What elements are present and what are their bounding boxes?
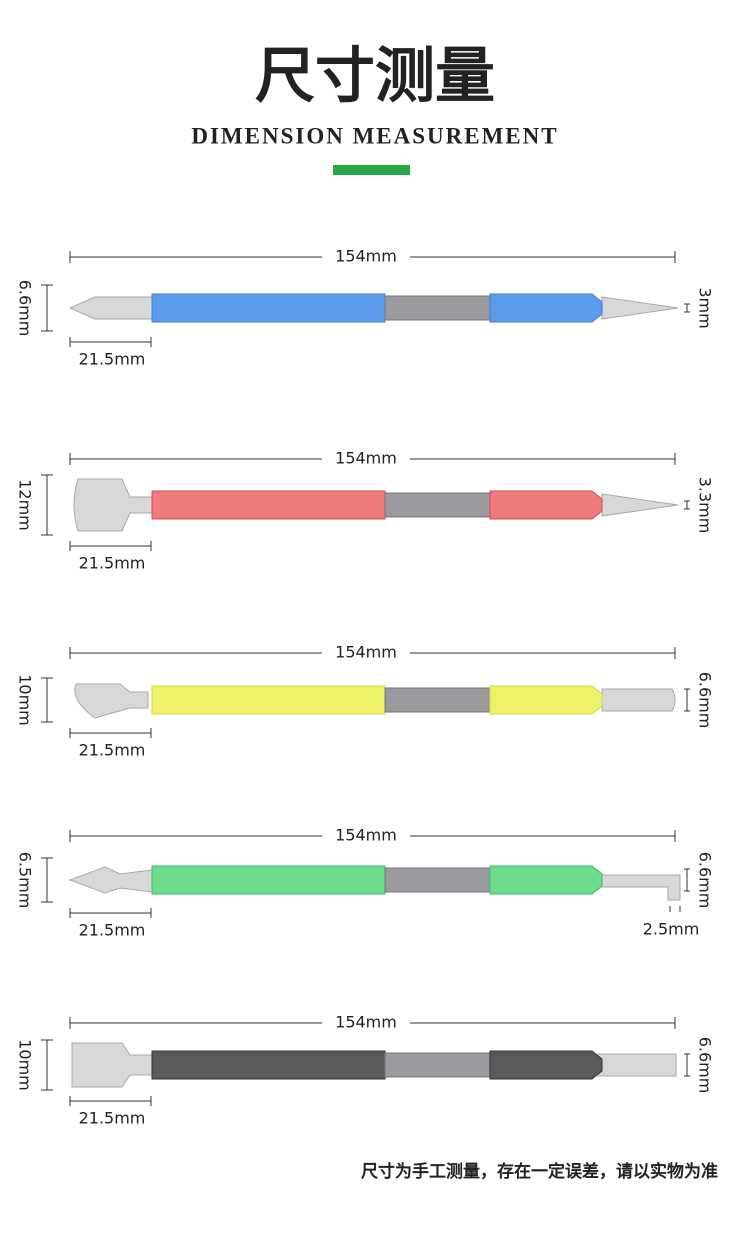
handle xyxy=(151,865,386,895)
height-label: 6.5mm xyxy=(16,852,35,909)
tip-label: 21.5mm xyxy=(79,1109,146,1128)
handle xyxy=(151,490,386,520)
height-label: 10mm xyxy=(16,674,35,726)
dim-line xyxy=(69,908,152,918)
left-tip xyxy=(68,296,153,320)
dim-line xyxy=(69,647,676,659)
right-label: 6.6mm xyxy=(696,672,715,729)
dim-line xyxy=(41,1039,53,1091)
dim-line xyxy=(41,857,53,903)
subtitle: DIMENSION MEASUREMENT xyxy=(191,123,558,148)
length-label: 154mm xyxy=(335,826,397,845)
dim-line xyxy=(69,728,152,738)
tip-label: 21.5mm xyxy=(79,741,146,760)
handle-middle xyxy=(384,1052,491,1078)
dim-line xyxy=(69,453,676,465)
tip-label: 21.5mm xyxy=(79,350,146,369)
dim-line xyxy=(69,251,676,263)
length-label: 154mm xyxy=(335,449,397,468)
accent-bar xyxy=(333,165,410,175)
right-tip xyxy=(601,493,679,517)
extra-label: 2.5mm xyxy=(643,920,700,939)
height-label: 12mm xyxy=(16,479,35,531)
height-label: 10mm xyxy=(16,1039,35,1091)
dim-line xyxy=(669,906,681,912)
right-label: 6.6mm xyxy=(696,852,715,909)
right-label: 3mm xyxy=(696,287,715,328)
right-label: 3.3mm xyxy=(696,477,715,534)
footer-note: 尺寸为手工测量，存在一定误差，请以实物为准 xyxy=(361,1161,718,1182)
right-label: 6.6mm xyxy=(696,1037,715,1094)
left-tip xyxy=(73,478,153,532)
dim-line xyxy=(69,1017,676,1029)
left-tip xyxy=(68,866,153,894)
dim-line xyxy=(684,500,690,510)
right-tip xyxy=(597,1053,677,1077)
handle-middle xyxy=(384,492,491,518)
dim-line xyxy=(69,830,676,842)
handle xyxy=(489,685,603,715)
length-label: 154mm xyxy=(335,1013,397,1032)
tip-label: 21.5mm xyxy=(79,921,146,940)
title: 尺寸测量 xyxy=(255,42,495,112)
handle-middle xyxy=(384,867,491,893)
right-tip xyxy=(601,296,679,320)
dim-line xyxy=(684,688,690,712)
handle xyxy=(151,685,386,715)
dim-line xyxy=(41,677,53,723)
handle-middle xyxy=(384,295,491,321)
tip-label: 21.5mm xyxy=(79,554,146,573)
left-tip xyxy=(74,683,149,719)
handle-middle xyxy=(384,687,491,713)
handle xyxy=(489,1050,603,1080)
dim-line xyxy=(69,1096,152,1106)
handle xyxy=(489,293,603,323)
dim-line xyxy=(684,303,690,313)
right-tip xyxy=(601,874,681,901)
length-label: 154mm xyxy=(335,643,397,662)
dim-line xyxy=(41,284,53,332)
length-label: 154mm xyxy=(335,247,397,266)
dim-line xyxy=(69,541,152,551)
dim-line xyxy=(41,474,53,536)
dim-line xyxy=(69,337,152,347)
right-tip xyxy=(601,688,676,712)
handle xyxy=(151,1050,386,1080)
handle xyxy=(151,293,386,323)
left-tip xyxy=(71,1042,153,1088)
dim-line xyxy=(684,1053,690,1077)
dim-line xyxy=(684,868,690,892)
handle xyxy=(489,865,603,895)
handle xyxy=(489,490,603,520)
height-label: 6.6mm xyxy=(16,280,35,337)
